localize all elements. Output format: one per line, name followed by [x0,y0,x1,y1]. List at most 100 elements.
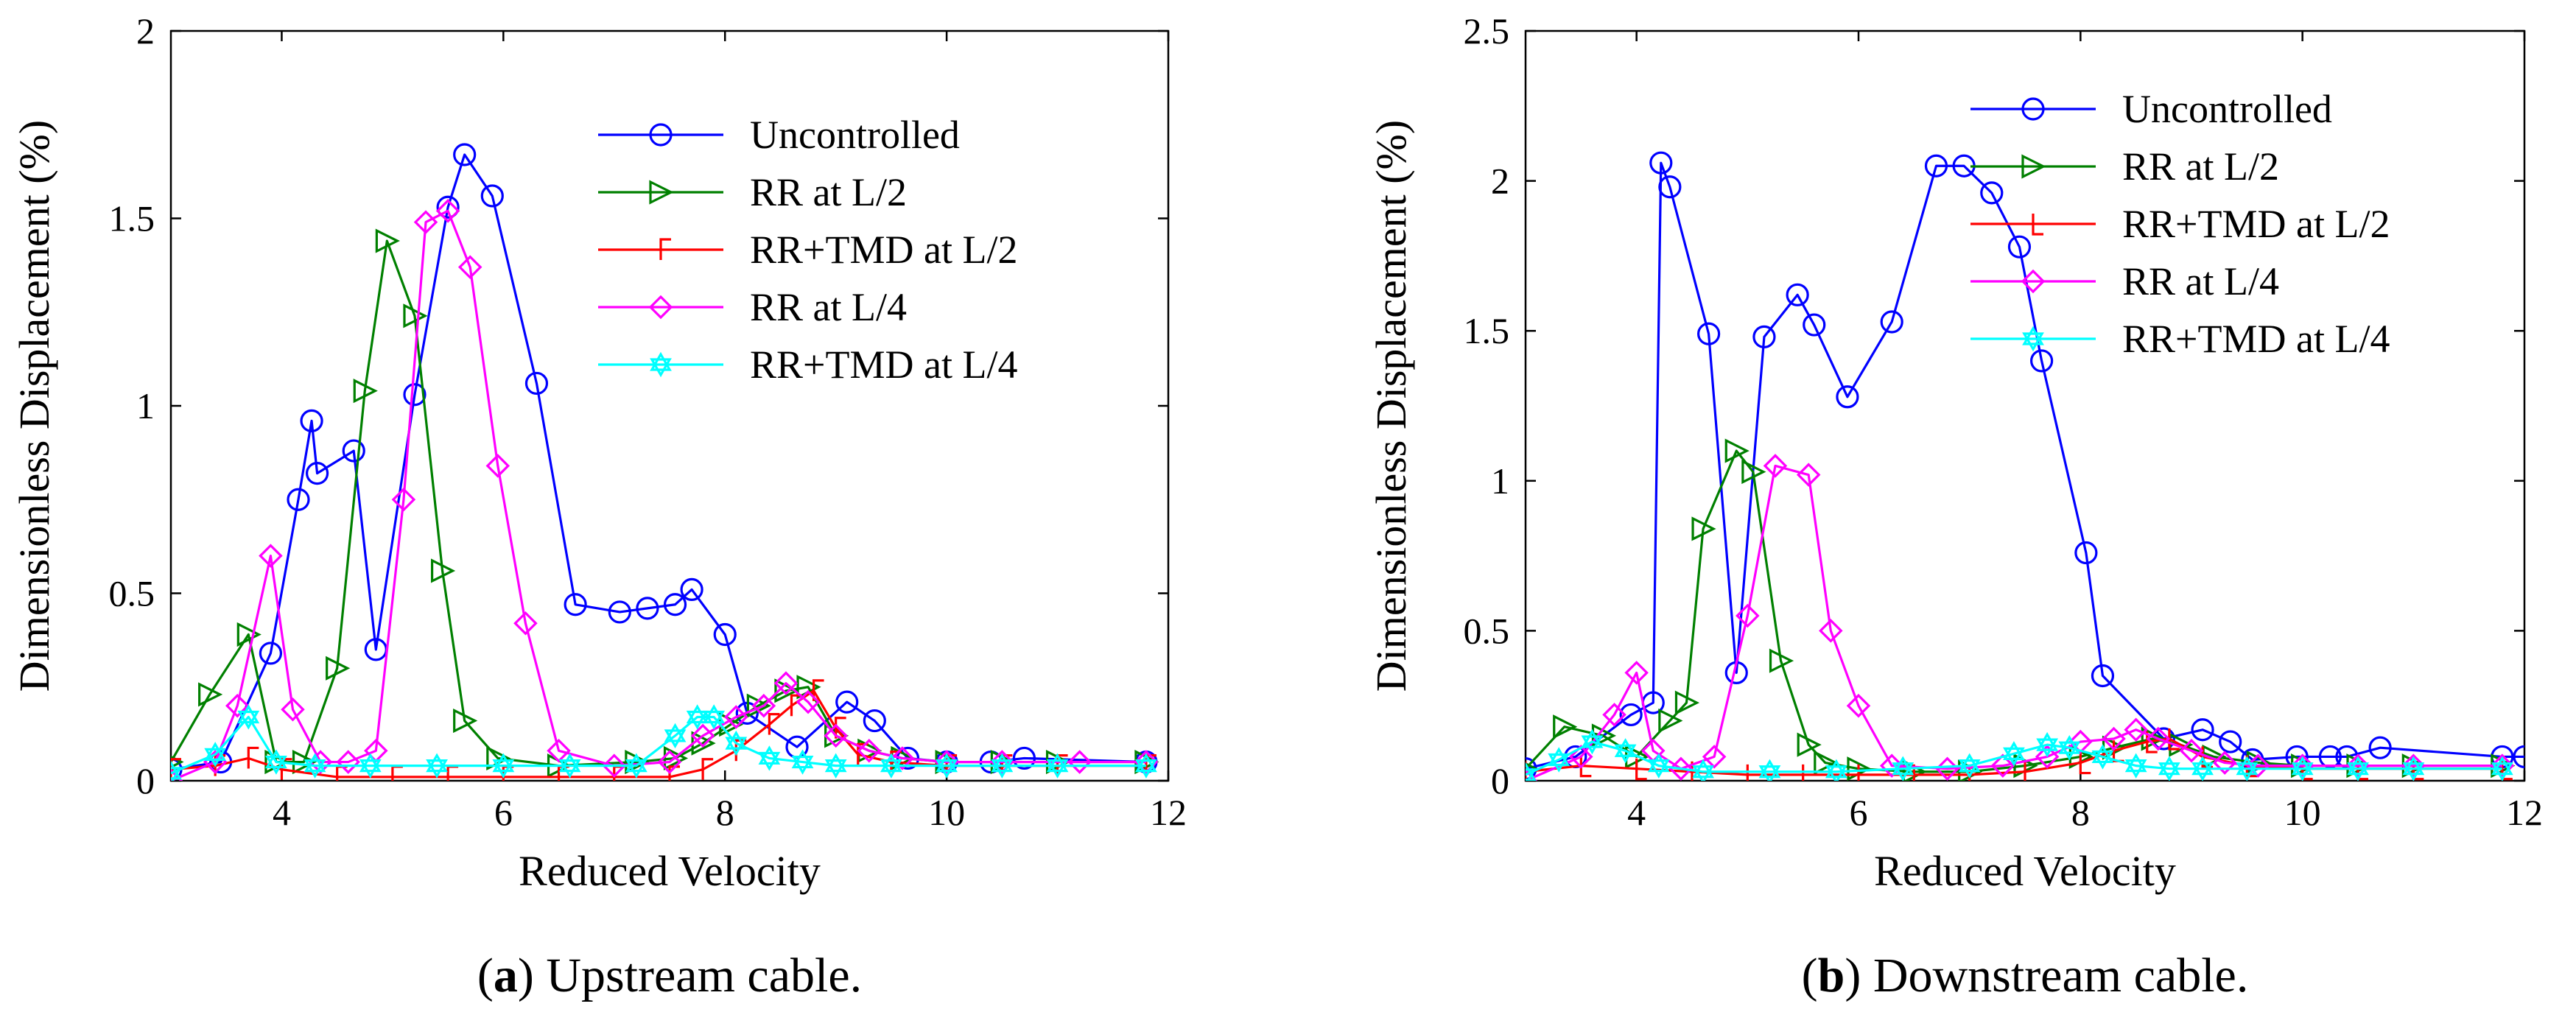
marker-star-down [758,751,781,771]
data-point [1814,750,1839,776]
data-point [791,749,814,775]
data-point [1803,313,1826,337]
data-point [237,704,260,730]
data-point [1958,753,1981,779]
series-rr-tmd-at-l-4 [1526,728,2513,781]
data-point [857,739,882,763]
data-point [1526,762,1537,781]
data-point [713,622,737,647]
marker-star-up [791,749,814,769]
chart-panel-a: 4 6 8 10 12 0 0.5 1 1.5 2 Reduced Velocity Dimensio… [10,10,1187,1002]
marker-star-up [2158,756,2180,776]
data-point [790,694,802,717]
series-line [1526,464,2502,781]
data-point [1697,322,1721,345]
data-point [453,143,477,166]
marker-star-up [426,753,448,773]
marker-star-down [664,729,687,749]
marker-star-down [2158,762,2180,781]
data-point [663,593,687,616]
data-point [1067,750,1092,774]
marker-star-down [2003,747,2025,767]
data-point [430,558,456,583]
series-layer [171,143,1159,781]
data-point [2168,728,2180,751]
data-point [2030,349,2054,373]
legend-label: RR at L/2 [750,170,907,214]
data-point [2191,718,2214,742]
data-point [436,195,460,219]
marker-star-up [303,753,326,773]
marker-star-up [237,704,260,724]
data-point [1758,759,1781,781]
data-point [292,749,317,775]
y-axis-title: Dimensionless Displacement (%) [1367,120,1415,692]
marker-circle [2021,97,2045,121]
data-point [1658,175,1682,199]
data-point [768,713,780,735]
data-point [492,753,515,779]
caption-open: ( [1802,949,1818,1002]
marker-star-down [791,755,814,775]
marker-star [650,351,672,378]
legend-item: Uncontrolled [598,113,960,157]
marker-star-up [2347,756,2369,776]
marker-star-down [204,748,227,767]
marker-star-up [1581,728,1604,748]
data-point [1736,603,1760,628]
data-point [2068,729,2093,754]
data-point [2290,753,2314,778]
y-tick-label: 1.5 [1464,310,1510,351]
marker-star-down [2491,762,2513,781]
data-point [663,745,689,771]
marker-star-up [650,351,672,371]
marker-star-up [880,753,902,773]
data-point [2007,235,2032,259]
data-point [991,753,1014,779]
data-point [1674,690,1700,715]
x-tick-label: 12 [2506,792,2543,833]
data-point [1553,714,1578,739]
marker-star-up [2022,326,2044,345]
data-point [375,228,400,253]
data-point [1569,745,1593,769]
series-layer [1526,151,2524,781]
series-rr-at-l-2 [171,228,1159,779]
legend-label: RR+TMD at L/2 [2122,202,2390,246]
caption-letter: a [494,949,518,1002]
data-point [303,753,326,779]
legend-item: RR at L/4 [598,285,907,329]
data-point [1846,693,1871,718]
marker-star-up [625,753,647,773]
data-point [1548,747,1570,773]
data-point [2513,745,2524,769]
marker-star-down [936,759,958,779]
data-point [1046,753,1069,779]
marker-star-down [1758,765,1781,781]
marker-star-up [1825,759,1847,779]
data-point [680,577,703,602]
marker-star-up [1135,753,1157,773]
data-point [1624,661,1649,685]
marker-star-down [686,710,709,730]
marker-star-up [2058,735,2081,754]
data-point [1647,753,1670,779]
marker-star-up [2491,756,2513,776]
data-point [171,760,182,781]
marker-star-up [991,753,1014,773]
data-point [1990,753,2015,778]
marker-star-down [1958,759,1981,779]
data-point [2212,751,2237,775]
data-point [751,693,776,718]
data-point [835,717,846,739]
marker-star-down [237,710,260,730]
data-point [2245,755,2258,778]
data-point [2124,753,2147,779]
data-point [426,753,448,779]
data-point [247,746,259,769]
data-point [1614,738,1637,764]
marker-star-down [2236,762,2259,781]
marker-star-down [492,759,515,779]
series-rr-at-l-2 [1526,438,2516,781]
data-point [1763,454,1788,478]
